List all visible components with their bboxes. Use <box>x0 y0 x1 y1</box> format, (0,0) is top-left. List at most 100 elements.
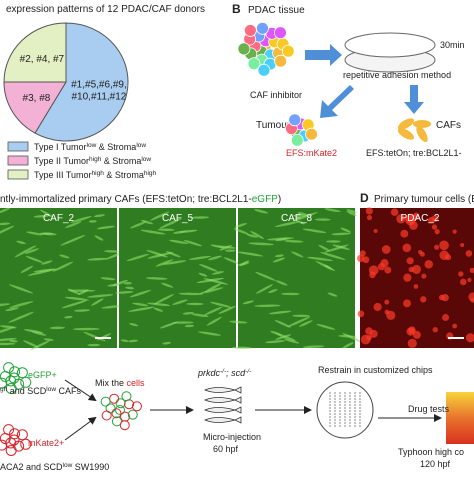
texture <box>0 325 17 329</box>
texture <box>61 300 87 309</box>
texture <box>59 254 70 259</box>
texture <box>0 342 16 346</box>
micrograph <box>119 208 236 348</box>
cell <box>3 424 15 436</box>
panel-letter: B <box>232 2 241 16</box>
cell <box>281 44 295 58</box>
dish <box>344 32 436 58</box>
image-label: CAF_8 <box>281 213 313 224</box>
texture <box>104 250 120 253</box>
texture <box>365 207 373 215</box>
texture <box>40 209 54 218</box>
pie-slice <box>3 81 67 134</box>
cell <box>5 444 17 456</box>
texture <box>272 257 286 263</box>
label: 30min <box>440 40 465 50</box>
texture <box>0 207 10 214</box>
texture <box>155 259 174 267</box>
texture <box>373 229 378 234</box>
texture <box>432 327 438 333</box>
label: Micro-injection <box>203 432 261 442</box>
text: Primary tumour cells (EFS: <box>374 194 474 205</box>
label: mKate2+ <box>28 438 64 448</box>
texture <box>128 306 155 312</box>
texture <box>326 240 341 243</box>
texture <box>132 302 149 307</box>
texture <box>225 249 236 252</box>
texture <box>197 331 222 336</box>
scale-bar <box>95 337 111 339</box>
texture <box>302 228 327 234</box>
texture <box>406 257 414 265</box>
texture <box>165 251 181 258</box>
texture <box>169 239 189 244</box>
texture <box>324 208 341 213</box>
texture <box>318 244 330 251</box>
cell <box>9 428 21 440</box>
cell <box>0 439 8 451</box>
texture <box>229 320 248 324</box>
texture <box>460 278 467 286</box>
arrow <box>64 379 97 402</box>
slice-label: #3, #8 <box>23 93 51 104</box>
texture <box>323 264 333 270</box>
texture <box>20 265 34 273</box>
text: prkdc <box>197 368 221 378</box>
cell <box>101 410 112 421</box>
text: low <box>136 142 146 149</box>
texture <box>452 229 457 234</box>
texture <box>465 333 474 343</box>
texture <box>465 250 473 257</box>
image-label: CAF_5 <box>162 213 194 224</box>
caf-cell <box>397 128 415 140</box>
cell <box>273 26 287 40</box>
texture <box>274 320 291 328</box>
cell <box>111 408 122 419</box>
micrograph <box>238 208 355 348</box>
texture <box>239 260 250 267</box>
cell <box>111 416 122 427</box>
texture <box>189 216 210 219</box>
text: -/- <box>220 368 227 375</box>
texture <box>208 255 222 261</box>
cell <box>100 396 111 407</box>
cell <box>5 382 17 394</box>
text: eGFP <box>252 194 278 205</box>
texture <box>420 296 427 303</box>
texture <box>248 242 274 246</box>
texture <box>469 267 474 274</box>
text: and SCD <box>10 386 47 396</box>
caf-cell <box>413 120 431 128</box>
texture <box>357 310 365 318</box>
label: gh and SCDlow CAFs <box>0 386 82 396</box>
texture <box>369 329 378 338</box>
texture <box>100 277 116 281</box>
texture <box>362 256 370 264</box>
texture <box>157 228 175 231</box>
texture <box>265 340 286 344</box>
texture <box>125 286 135 290</box>
label: ACA2 and SCDlow SW1990 <box>0 462 109 472</box>
cell <box>9 366 21 378</box>
texture <box>173 230 187 234</box>
texture <box>101 305 123 309</box>
cell <box>16 429 28 441</box>
label: eGFP+ <box>28 370 57 380</box>
texture <box>87 257 109 261</box>
panel-a-title: expression patterns of 12 PDAC/CAF donor… <box>6 4 205 15</box>
cell <box>115 405 125 415</box>
texture <box>0 303 11 307</box>
image-label: CAF_2 <box>43 213 75 224</box>
texture <box>232 346 252 350</box>
label: PDAC tissue <box>248 5 305 16</box>
text: ) <box>278 194 281 205</box>
cell <box>290 133 304 147</box>
arrow <box>64 416 97 441</box>
texture <box>254 304 281 307</box>
texture <box>0 225 14 236</box>
scale-bar <box>448 337 464 339</box>
label: repetitive adhesion method <box>343 70 451 80</box>
label: Drug tests <box>408 404 450 414</box>
slice-label: #10,#11,#12 <box>72 91 127 102</box>
